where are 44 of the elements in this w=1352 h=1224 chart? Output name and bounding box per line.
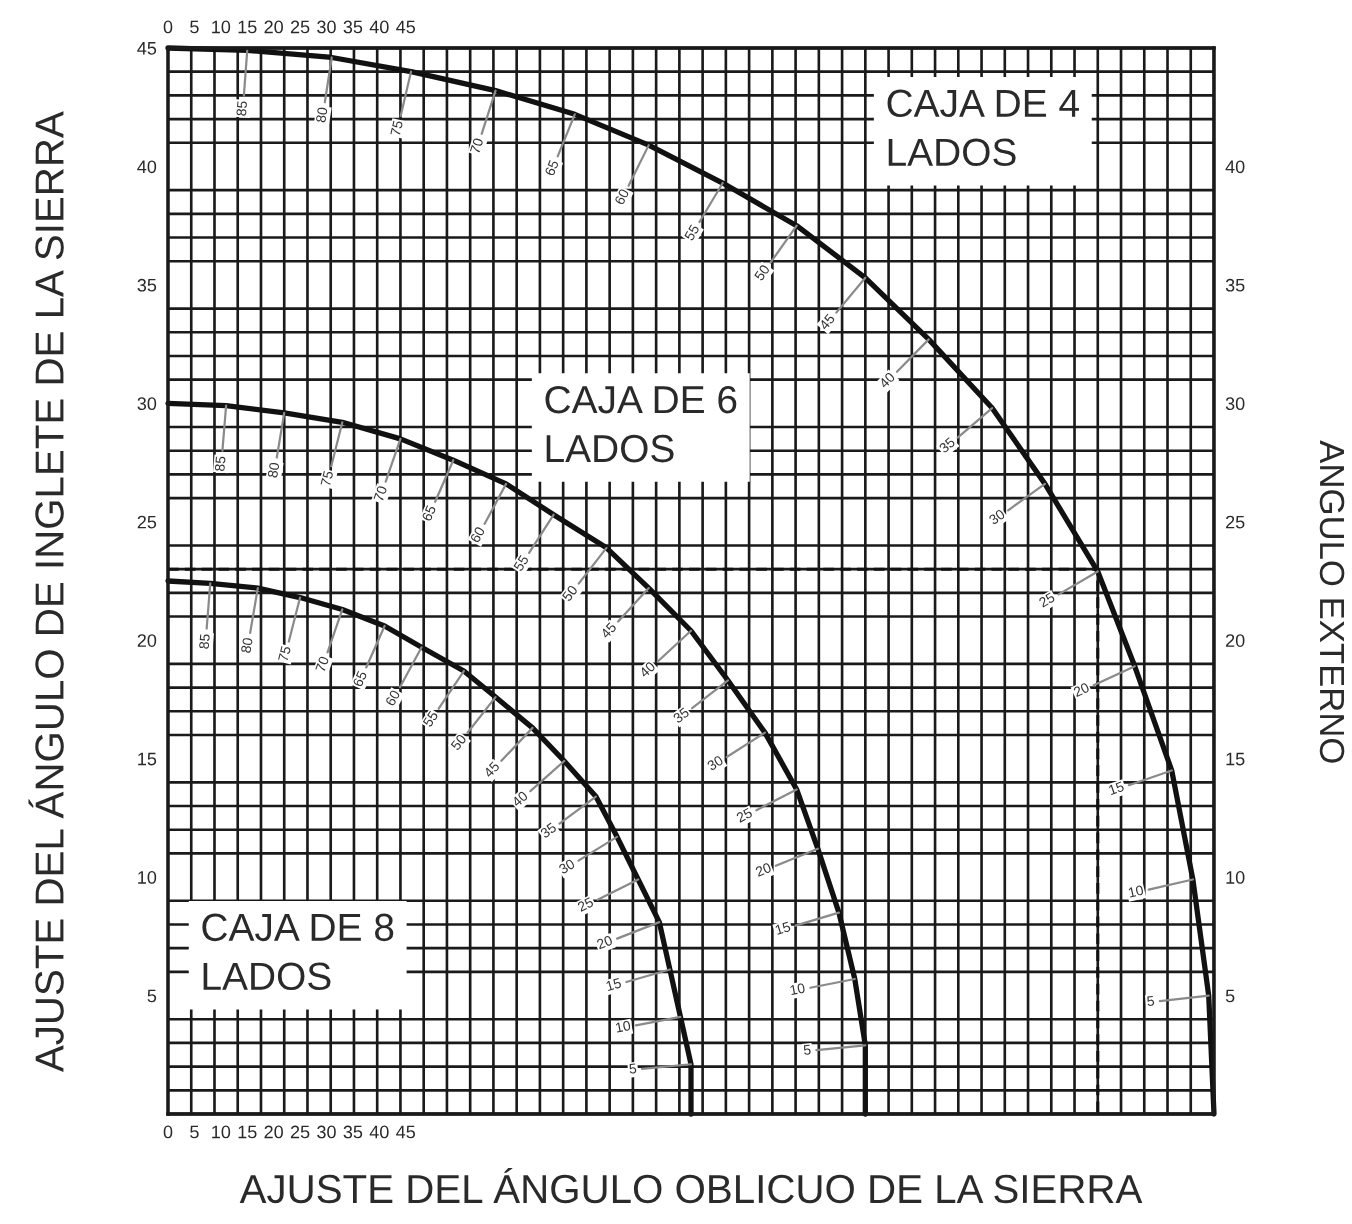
- y-tick-label: 45: [137, 42, 157, 55]
- x-tick-label: 25: [290, 1125, 310, 1139]
- x-tick-label: 20: [264, 1125, 283, 1139]
- x-tick-label: 0: [163, 1125, 173, 1139]
- y2-tick-label: 25: [1226, 515, 1245, 529]
- x-tick-label: 35: [343, 1125, 363, 1139]
- annotation: CAJA DE 8 LADOS: [202, 913, 394, 991]
- y2-tick-label: 15: [1226, 752, 1245, 766]
- y-tick-label: 35: [137, 278, 157, 292]
- y2-tick-label: 30: [1225, 397, 1245, 411]
- x-tick-label: 5: [190, 1125, 199, 1139]
- x-tick-label: 15: [238, 1125, 257, 1139]
- y2-axis-title: ANGULO EXTERNO: [1319, 440, 1345, 763]
- x-tick-label: 30: [317, 1125, 336, 1139]
- y-tick-label: 5: [147, 989, 157, 1003]
- y-tick-label: 30: [137, 397, 157, 411]
- y2-tick-label: 20: [1226, 634, 1245, 647]
- y2-tick-label: 10: [1226, 871, 1245, 884]
- x-axis-title: AJUSTE DEL ÁNGULO OBLICUO DE LA SIERRA: [239, 1167, 1143, 1204]
- x2-tick-label: 25: [290, 20, 310, 34]
- y-axis-title: AJUSTE DEL ÁNGULO DE INGLETE DE LA SIERRA: [28, 111, 64, 1073]
- y-tick-label: 10: [138, 871, 157, 884]
- y2-tick-label: 35: [1225, 278, 1245, 292]
- y-tick-label: 15: [138, 752, 157, 766]
- y2-tick-label: 5: [1225, 989, 1235, 1003]
- x2-tick-label: 15: [238, 20, 257, 34]
- x2-tick-label: 30: [317, 20, 336, 34]
- x-tick-label: 40: [369, 1125, 389, 1139]
- line-series: [165, 45, 1217, 1117]
- x-tick-label: 45: [396, 1125, 416, 1139]
- x2-tick-label: 5: [190, 20, 199, 34]
- y-tick-label: 25: [137, 515, 157, 529]
- annotation: CAJA DE 6 LADOS: [545, 385, 737, 463]
- y2-tick-label: 40: [1225, 160, 1245, 174]
- x2-tick-label: 40: [369, 20, 389, 34]
- x2-tick-label: 20: [264, 20, 283, 34]
- y-tick-label: 20: [137, 634, 157, 647]
- x-tick-label: 10: [212, 1125, 231, 1139]
- annotation: CAJA DE 4 LADOS: [887, 89, 1079, 167]
- x2-tick-label: 45: [396, 20, 416, 34]
- x2-tick-label: 10: [212, 20, 231, 34]
- x2-tick-label: 35: [343, 20, 363, 34]
- y-tick-label: 40: [137, 160, 157, 174]
- x2-tick-label: 0: [163, 20, 173, 34]
